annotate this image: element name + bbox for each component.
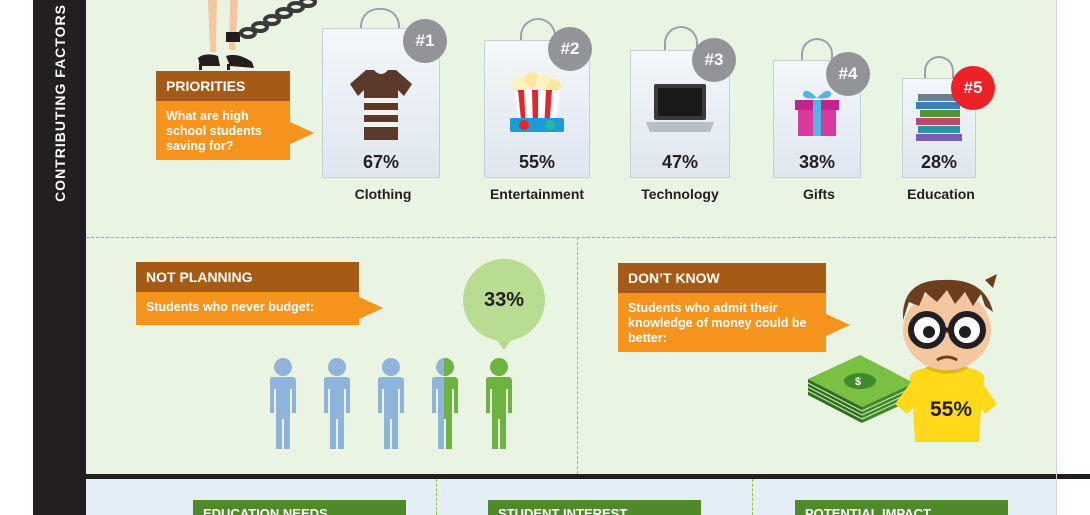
rank-badge: #4 (826, 52, 870, 96)
persons-chart (270, 358, 512, 449)
priorities-question: What are high school students saving for… (156, 101, 290, 160)
not-planning-header: NOT PLANNING (136, 262, 359, 292)
section-band (33, 474, 1090, 479)
bag-percent: 67% (362, 152, 400, 172)
shirt-percent: 55% (930, 398, 973, 421)
divider (577, 237, 578, 474)
label-pointer (357, 296, 383, 320)
legs-chain-illustration (198, 0, 317, 70)
bag-percent: 28% (920, 152, 958, 172)
divider (752, 479, 753, 515)
label-pointer (824, 313, 850, 337)
category-label: Gifts (803, 186, 835, 202)
svg-text:$: $ (855, 376, 861, 388)
money-stack-icon: $ (807, 355, 915, 423)
person-icon (270, 358, 296, 449)
bag-percent: 55% (518, 152, 556, 172)
category-label: Technology (641, 186, 719, 202)
gift-icon (795, 90, 839, 136)
sidebar-title: CONTRIBUTING FACTORS (52, 4, 68, 202)
category-label: Clothing (354, 186, 412, 202)
laptop-icon (646, 84, 714, 132)
dont-know-header: DON’T KNOW (618, 263, 826, 293)
person-icon (486, 358, 512, 449)
dont-know-text: Students who admit their knowledge of mo… (618, 293, 826, 352)
label-pointer (288, 121, 314, 145)
divider (436, 479, 437, 515)
bag-percent: 47% (661, 152, 699, 172)
section-header-potential-impact: POTENTIAL IMPACT (795, 500, 1008, 515)
sidebar (33, 0, 86, 515)
rank-badge: #2 (548, 27, 592, 71)
person-icon (324, 358, 350, 449)
person-icon-partial (432, 358, 458, 449)
category-label: Entertainment (489, 186, 585, 202)
category-label: Education (907, 186, 975, 202)
books-icon (916, 94, 962, 141)
popcorn-icon (510, 72, 564, 132)
section-header-student-interest: STUDENT INTEREST (488, 500, 701, 515)
person-icon (378, 358, 404, 449)
rank-badge: #1 (403, 19, 447, 63)
divider (86, 237, 1056, 238)
percent-bubble: 33% (463, 259, 545, 341)
priorities-header: PRIORITIES (156, 71, 290, 101)
bag-percent: 38% (798, 152, 836, 172)
rank-badge: #5 (951, 66, 995, 110)
section-header-education-needs: EDUCATION NEEDS (193, 500, 406, 515)
not-planning-text: Students who never budget: (136, 292, 359, 325)
student-character (895, 274, 997, 442)
rank-badge: #3 (692, 38, 736, 82)
tshirt-icon (350, 70, 412, 140)
